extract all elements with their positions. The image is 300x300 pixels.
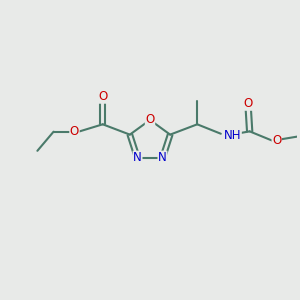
Text: O: O (98, 90, 107, 103)
Text: O: O (70, 125, 79, 138)
Text: N: N (158, 151, 167, 164)
Text: O: O (146, 113, 154, 126)
Text: O: O (272, 134, 281, 147)
Text: NH: NH (224, 129, 241, 142)
Text: N: N (133, 151, 142, 164)
Text: O: O (244, 97, 253, 110)
